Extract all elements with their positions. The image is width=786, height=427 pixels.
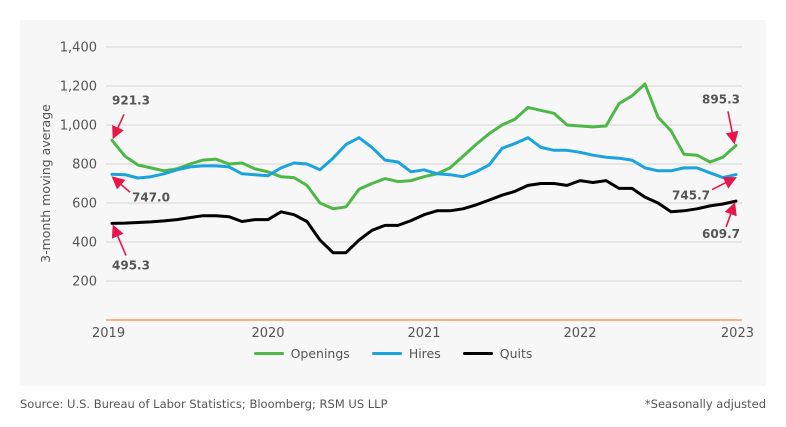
series-lines [110, 82, 738, 255]
x-tick-label: 2020 [251, 326, 284, 341]
y-axis-ticks: 200 400 600 800 1,000 1,200 1,400 [60, 41, 97, 290]
x-axis-ticks: 2019 2020 2021 2022 2023 [92, 326, 754, 341]
seasonal-note: *Seasonally adjusted [644, 397, 766, 411]
legend-item-openings[interactable]: Openings [253, 346, 350, 361]
y-tick-label: 400 [72, 236, 97, 251]
annotation-arrow-openings-last [725, 111, 739, 145]
annotations: 921.3 747.0 495.3 895.3 745.7 609.7 [111, 92, 740, 272]
y-tick-label: 1,400 [60, 41, 97, 56]
legend: Openings Hires Quits [0, 346, 786, 361]
annotation-arrow-quits-first [111, 224, 127, 256]
legend-label-openings: Openings [290, 346, 350, 361]
annotation-label-quits-last: 609.7 [702, 227, 740, 241]
legend-item-quits[interactable]: Quits [462, 346, 533, 361]
annotation-arrow-hires-first [111, 176, 131, 193]
footer: Source: U.S. Bureau of Labor Statistics;… [20, 397, 766, 411]
legend-label-quits: Quits [499, 346, 533, 361]
x-tick-label: 2022 [563, 326, 596, 341]
series-line-quits [110, 179, 738, 255]
annotation-label-hires-first: 747.0 [132, 190, 170, 204]
y-tick-label: 1,000 [60, 119, 97, 134]
y-tick-label: 800 [72, 158, 97, 173]
source-note: Source: U.S. Bureau of Labor Statistics;… [20, 397, 388, 411]
legend-swatch-quits [462, 352, 493, 355]
y-tick-label: 600 [72, 197, 97, 212]
legend-swatch-openings [253, 352, 284, 355]
annotation-label-hires-last: 745.7 [672, 189, 710, 203]
annotation-label-openings-first: 921.3 [112, 93, 150, 107]
y-axis-label: 3-month moving average [38, 104, 53, 263]
annotation-label-openings-last: 895.3 [702, 92, 740, 106]
x-tick-label: 2021 [407, 326, 440, 341]
series-line-hires [110, 136, 738, 180]
x-tick-label: 2019 [92, 326, 125, 341]
gridlines [106, 46, 742, 321]
legend-swatch-hires [371, 352, 402, 355]
annotation-label-quits-first: 495.3 [112, 258, 150, 272]
annotation-arrow-hires-last [711, 177, 737, 191]
annotation-arrow-quits-last [724, 202, 737, 228]
annotation-arrow-openings-first [112, 114, 125, 140]
y-tick-label: 200 [72, 275, 97, 290]
legend-item-hires[interactable]: Hires [371, 346, 441, 361]
legend-label-hires: Hires [408, 346, 441, 361]
series-line-openings [110, 82, 738, 211]
y-tick-label: 1,200 [60, 80, 97, 95]
x-tick-label: 2023 [721, 326, 754, 341]
